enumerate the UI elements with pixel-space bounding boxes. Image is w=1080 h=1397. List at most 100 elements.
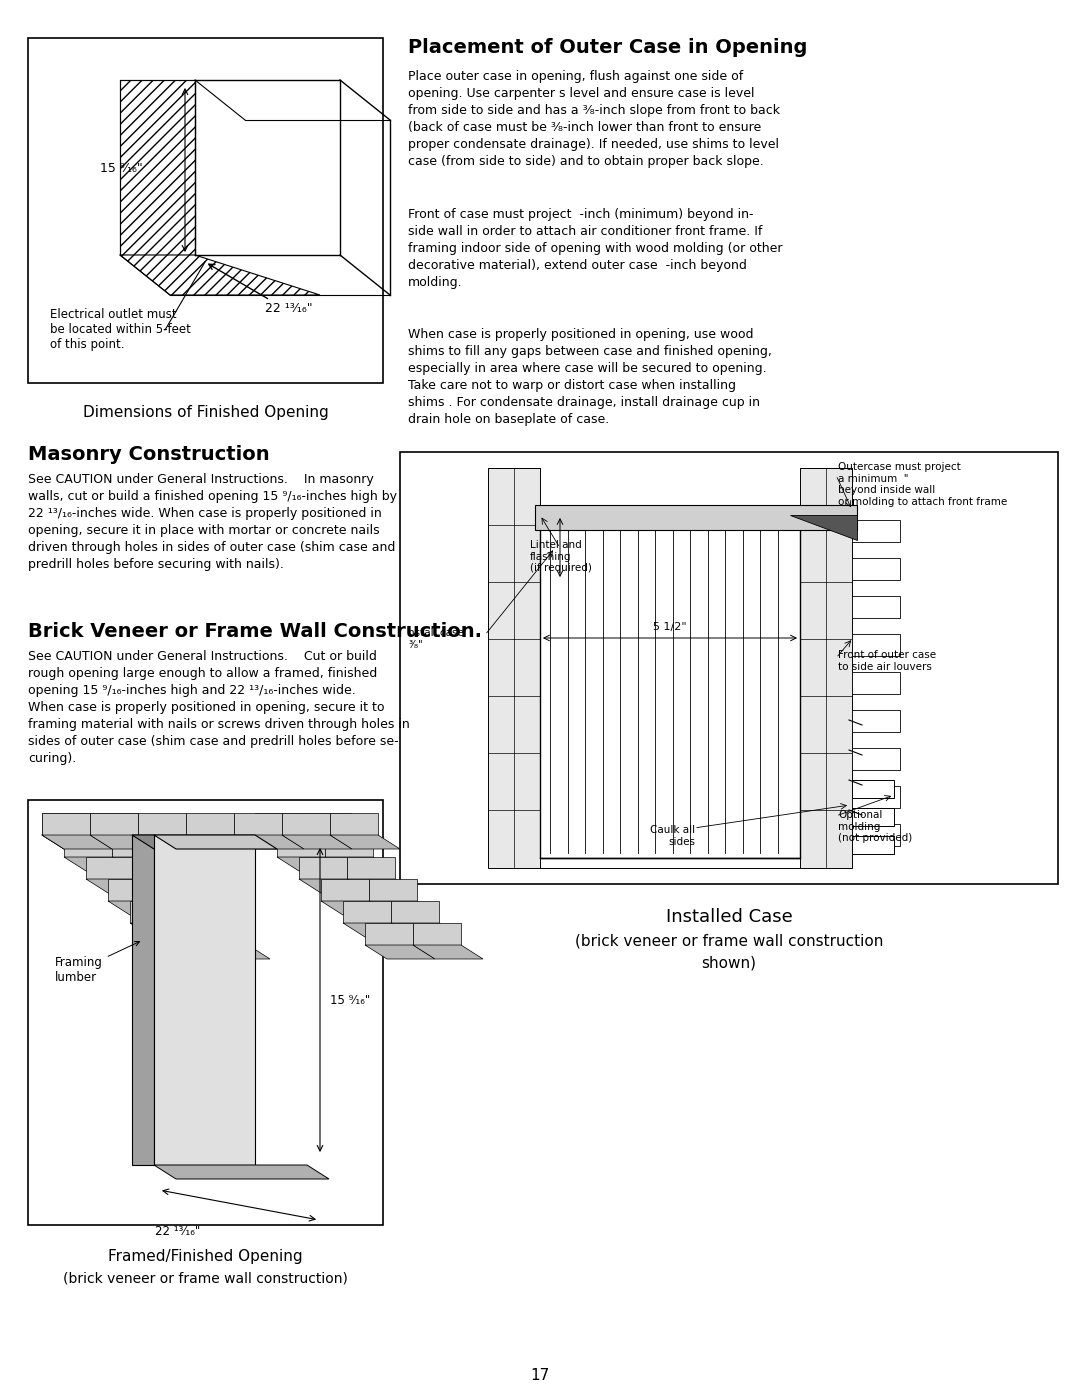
Polygon shape: [365, 944, 435, 958]
Text: Place outer case in opening, flush against one side of
opening. Use carpenter s : Place outer case in opening, flush again…: [408, 70, 780, 168]
Polygon shape: [90, 813, 138, 835]
Polygon shape: [852, 710, 900, 732]
Polygon shape: [108, 901, 178, 915]
FancyBboxPatch shape: [28, 38, 383, 383]
Polygon shape: [200, 944, 270, 958]
Polygon shape: [64, 856, 134, 870]
Polygon shape: [303, 813, 351, 835]
Polygon shape: [186, 835, 256, 849]
Polygon shape: [852, 634, 900, 657]
Polygon shape: [112, 835, 160, 856]
Polygon shape: [186, 813, 234, 835]
Text: 15 ⁹⁄₁₆": 15 ⁹⁄₁₆": [100, 162, 143, 175]
Polygon shape: [152, 944, 222, 958]
Polygon shape: [86, 856, 134, 879]
Text: Outercase must project
a minimum  "
beyond inside wall
or molding to attach fron: Outercase must project a minimum " beyon…: [838, 462, 1008, 507]
Polygon shape: [152, 923, 200, 944]
Polygon shape: [343, 901, 391, 923]
Text: Optional
molding
(not provided): Optional molding (not provided): [838, 810, 913, 844]
Polygon shape: [325, 835, 373, 856]
Text: Lintel and
flashing
(if required): Lintel and flashing (if required): [530, 541, 592, 573]
Polygon shape: [90, 835, 160, 849]
Polygon shape: [535, 504, 858, 529]
Polygon shape: [800, 468, 852, 868]
Bar: [852, 807, 894, 826]
Text: 22 ¹³⁄₁₆": 22 ¹³⁄₁₆": [265, 302, 312, 314]
Polygon shape: [178, 901, 226, 923]
Polygon shape: [852, 787, 900, 807]
Polygon shape: [255, 835, 325, 849]
Text: Dimensions of Finished Opening: Dimensions of Finished Opening: [83, 405, 328, 420]
Polygon shape: [134, 879, 204, 893]
Polygon shape: [255, 813, 303, 835]
Polygon shape: [852, 824, 900, 847]
Text: (brick veneer or frame wall construction: (brick veneer or frame wall construction: [575, 935, 883, 949]
Polygon shape: [347, 879, 417, 893]
Text: Front of outer case
to side air louvers: Front of outer case to side air louvers: [838, 650, 936, 672]
Polygon shape: [120, 80, 195, 256]
Polygon shape: [299, 879, 369, 893]
Polygon shape: [413, 923, 461, 944]
Polygon shape: [303, 835, 373, 849]
Text: 5 1/2": 5 1/2": [653, 622, 687, 631]
Polygon shape: [156, 901, 226, 915]
Polygon shape: [90, 835, 160, 849]
Polygon shape: [852, 747, 900, 770]
Polygon shape: [154, 835, 255, 1165]
Polygon shape: [325, 856, 395, 870]
Polygon shape: [413, 944, 483, 958]
Polygon shape: [138, 813, 186, 835]
Text: Electrical outlet must
be located within 5-feet
of this point.: Electrical outlet must be located within…: [50, 307, 191, 351]
Polygon shape: [852, 520, 900, 542]
Polygon shape: [369, 879, 417, 901]
Polygon shape: [42, 813, 90, 835]
Text: (brick veneer or frame wall construction): (brick veneer or frame wall construction…: [63, 1271, 348, 1285]
Polygon shape: [330, 813, 378, 835]
Polygon shape: [90, 813, 138, 835]
Polygon shape: [42, 813, 90, 835]
Text: nstall case
³⁄₈": nstall case ³⁄₈": [408, 629, 464, 650]
FancyBboxPatch shape: [400, 453, 1058, 884]
Text: See CAUTION under General Instructions.    Cut or build
rough opening large enou: See CAUTION under General Instructions. …: [28, 650, 409, 766]
Bar: [540, 510, 800, 858]
Polygon shape: [42, 835, 112, 849]
Polygon shape: [365, 923, 413, 944]
Polygon shape: [112, 856, 183, 870]
Text: Framing
lumber: Framing lumber: [55, 942, 139, 983]
Text: 15 ⁹⁄₁₆": 15 ⁹⁄₁₆": [330, 993, 370, 1006]
Polygon shape: [330, 835, 400, 849]
Polygon shape: [154, 835, 276, 849]
Polygon shape: [852, 672, 900, 694]
Polygon shape: [852, 597, 900, 617]
Polygon shape: [391, 901, 438, 923]
Text: Installed Case: Installed Case: [665, 908, 793, 926]
Polygon shape: [130, 901, 178, 923]
Polygon shape: [42, 835, 112, 849]
Polygon shape: [488, 468, 540, 868]
Polygon shape: [234, 835, 303, 849]
Text: See CAUTION under General Instructions.    In masonry
walls, cut or build a fini: See CAUTION under General Instructions. …: [28, 474, 397, 571]
Polygon shape: [234, 813, 282, 835]
Polygon shape: [108, 879, 156, 901]
Text: Placement of Outer Case in Opening: Placement of Outer Case in Opening: [408, 38, 808, 57]
Polygon shape: [391, 923, 461, 937]
Text: When case is properly positioned in opening, use wood
shims to fill any gaps bet: When case is properly positioned in open…: [408, 328, 772, 426]
Text: Framed/Finished Opening: Framed/Finished Opening: [108, 1249, 302, 1264]
Polygon shape: [132, 835, 154, 1165]
FancyBboxPatch shape: [28, 800, 383, 1225]
Text: Front of case must project  -inch (minimum) beyond in-
side wall in order to att: Front of case must project -inch (minimu…: [408, 208, 783, 289]
Bar: [852, 780, 894, 798]
Polygon shape: [343, 923, 413, 937]
Polygon shape: [178, 923, 248, 937]
Polygon shape: [852, 557, 900, 580]
Bar: [852, 835, 894, 854]
Text: 22 ¹³⁄₁₆": 22 ¹³⁄₁₆": [156, 1225, 200, 1238]
Polygon shape: [276, 835, 325, 856]
Text: Brick Veneer or Frame Wall Construction.: Brick Veneer or Frame Wall Construction.: [28, 622, 482, 641]
Polygon shape: [132, 835, 176, 849]
Polygon shape: [369, 901, 438, 915]
Polygon shape: [138, 835, 208, 849]
Polygon shape: [276, 856, 347, 870]
Text: shown): shown): [702, 956, 756, 971]
Polygon shape: [154, 1165, 329, 1179]
